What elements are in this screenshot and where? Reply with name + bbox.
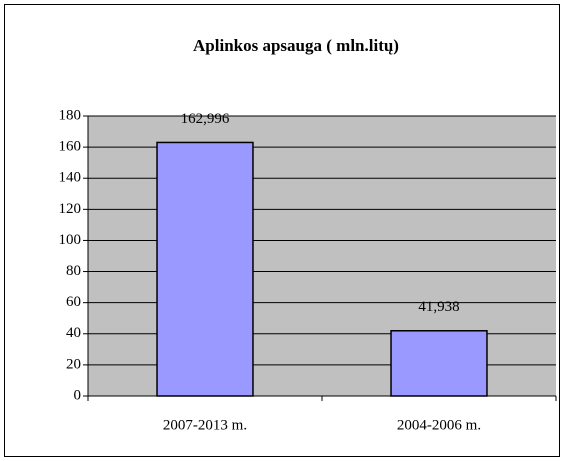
y-tick-label: 80 bbox=[66, 263, 81, 279]
y-tick-label: 120 bbox=[59, 201, 82, 217]
y-tick-label: 0 bbox=[74, 387, 82, 403]
value-label: 41,938 bbox=[418, 299, 459, 315]
value-label: 162,996 bbox=[181, 111, 230, 127]
bar bbox=[156, 141, 254, 397]
x-tick-label: 2004-2006 m. bbox=[397, 417, 481, 433]
y-tick-label: 160 bbox=[59, 139, 82, 155]
y-tick-label: 100 bbox=[59, 232, 82, 248]
y-tick-label: 40 bbox=[66, 325, 81, 341]
y-tick-label: 180 bbox=[59, 107, 82, 123]
x-tick-label: 2007-2013 m. bbox=[163, 417, 247, 433]
y-tick-label: 60 bbox=[66, 294, 81, 310]
bar bbox=[390, 330, 488, 397]
y-tick-label: 140 bbox=[59, 170, 82, 186]
y-tick-label: 20 bbox=[66, 356, 81, 372]
chart-title: Aplinkos apsauga ( mln.litų) bbox=[193, 36, 399, 55]
